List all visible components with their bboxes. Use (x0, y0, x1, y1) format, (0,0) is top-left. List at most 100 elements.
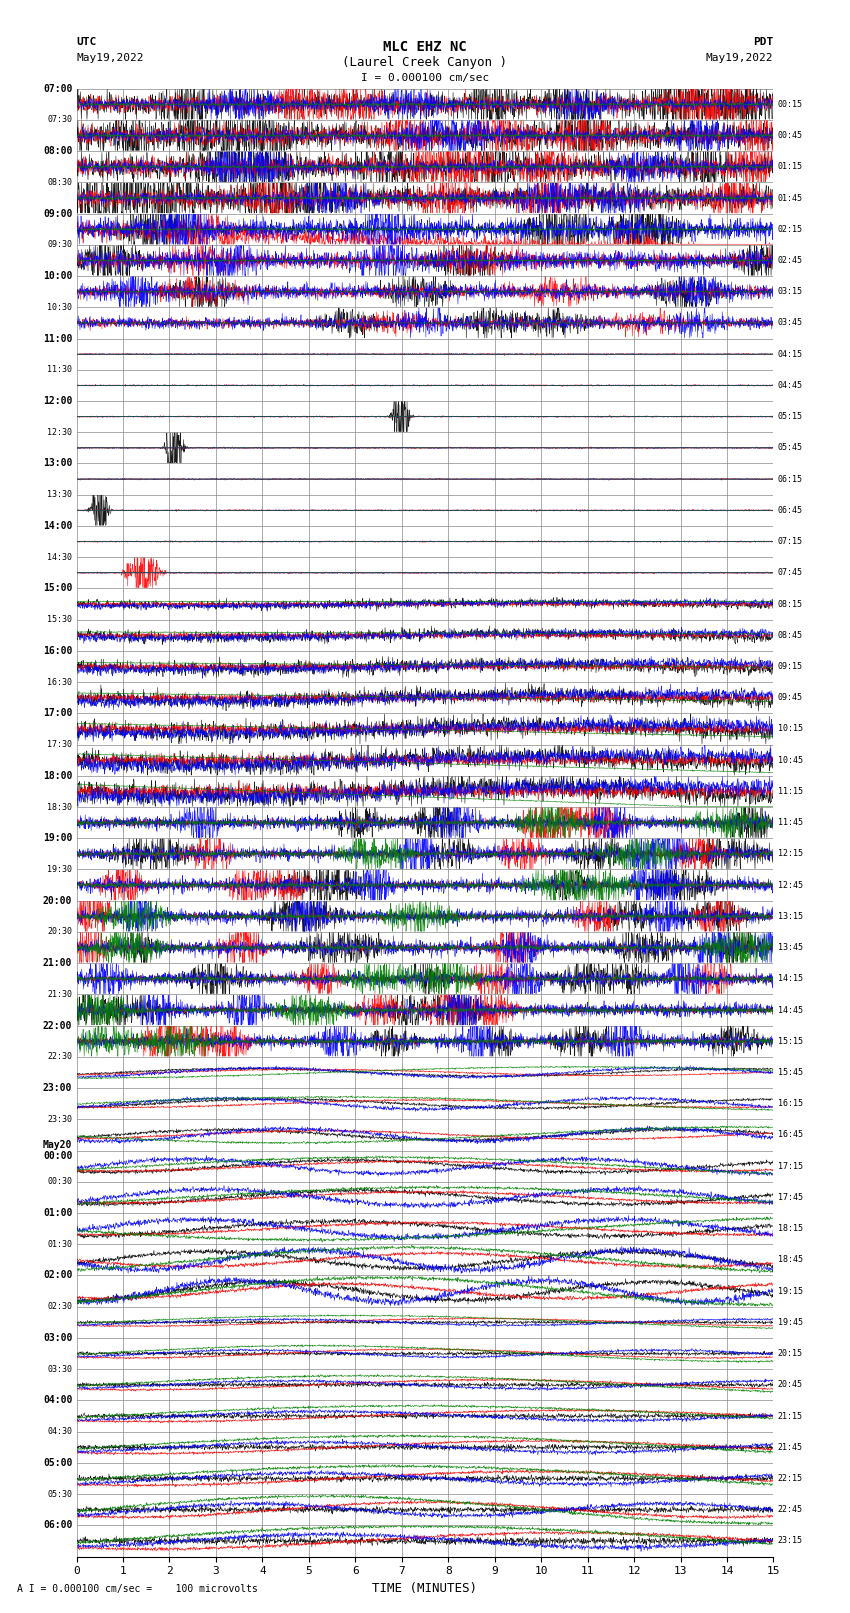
X-axis label: TIME (MINUTES): TIME (MINUTES) (372, 1582, 478, 1595)
Text: 15:00: 15:00 (42, 584, 72, 594)
Text: 14:00: 14:00 (42, 521, 72, 531)
Text: 10:45: 10:45 (778, 755, 802, 765)
Text: May19,2022: May19,2022 (706, 53, 774, 63)
Text: 03:00: 03:00 (42, 1332, 72, 1344)
Text: 01:45: 01:45 (778, 194, 802, 203)
Text: 11:30: 11:30 (48, 365, 72, 374)
Text: 15:30: 15:30 (48, 615, 72, 624)
Text: 03:30: 03:30 (48, 1365, 72, 1374)
Text: 20:00: 20:00 (42, 895, 72, 907)
Text: 08:00: 08:00 (42, 147, 72, 156)
Text: 11:45: 11:45 (778, 818, 802, 827)
Text: 10:00: 10:00 (42, 271, 72, 281)
Text: 04:45: 04:45 (778, 381, 802, 390)
Text: 21:00: 21:00 (42, 958, 72, 968)
Text: 13:30: 13:30 (48, 490, 72, 498)
Text: 18:15: 18:15 (778, 1224, 802, 1232)
Text: 11:15: 11:15 (778, 787, 802, 795)
Text: 03:15: 03:15 (778, 287, 802, 297)
Text: 17:15: 17:15 (778, 1161, 802, 1171)
Text: 19:30: 19:30 (48, 865, 72, 874)
Text: 07:15: 07:15 (778, 537, 802, 547)
Text: 06:15: 06:15 (778, 474, 802, 484)
Text: 00:45: 00:45 (778, 131, 802, 140)
Text: 21:30: 21:30 (48, 990, 72, 998)
Text: I = 0.000100 cm/sec: I = 0.000100 cm/sec (361, 73, 489, 82)
Text: 02:00: 02:00 (42, 1271, 72, 1281)
Text: 18:30: 18:30 (48, 803, 72, 811)
Text: 05:30: 05:30 (48, 1489, 72, 1498)
Text: 04:30: 04:30 (48, 1428, 72, 1436)
Text: 20:45: 20:45 (778, 1381, 802, 1389)
Text: 04:15: 04:15 (778, 350, 802, 358)
Text: 02:30: 02:30 (48, 1302, 72, 1311)
Text: 02:15: 02:15 (778, 224, 802, 234)
Text: 09:45: 09:45 (778, 694, 802, 702)
Text: 19:45: 19:45 (778, 1318, 802, 1327)
Text: MLC EHZ NC: MLC EHZ NC (383, 40, 467, 55)
Text: 01:00: 01:00 (42, 1208, 72, 1218)
Text: 08:30: 08:30 (48, 177, 72, 187)
Text: 09:00: 09:00 (42, 208, 72, 219)
Text: 10:15: 10:15 (778, 724, 802, 734)
Text: 17:30: 17:30 (48, 740, 72, 748)
Text: 16:45: 16:45 (778, 1131, 802, 1139)
Text: 12:15: 12:15 (778, 850, 802, 858)
Text: 03:45: 03:45 (778, 318, 802, 327)
Text: 15:45: 15:45 (778, 1068, 802, 1077)
Text: PDT: PDT (753, 37, 774, 47)
Text: 12:00: 12:00 (42, 397, 72, 406)
Text: 10:30: 10:30 (48, 303, 72, 311)
Text: 22:45: 22:45 (778, 1505, 802, 1515)
Text: May19,2022: May19,2022 (76, 53, 144, 63)
Text: 06:45: 06:45 (778, 506, 802, 515)
Text: 22:15: 22:15 (778, 1474, 802, 1482)
Text: 00:15: 00:15 (778, 100, 802, 108)
Text: 11:00: 11:00 (42, 334, 72, 344)
Text: 14:30: 14:30 (48, 553, 72, 561)
Text: 23:15: 23:15 (778, 1537, 802, 1545)
Text: 16:15: 16:15 (778, 1098, 802, 1108)
Text: 12:30: 12:30 (48, 427, 72, 437)
Text: 13:45: 13:45 (778, 944, 802, 952)
Text: 14:15: 14:15 (778, 974, 802, 984)
Text: 01:15: 01:15 (778, 163, 802, 171)
Text: 13:00: 13:00 (42, 458, 72, 468)
Text: 21:45: 21:45 (778, 1442, 802, 1452)
Text: 02:45: 02:45 (778, 256, 802, 265)
Text: 08:45: 08:45 (778, 631, 802, 640)
Text: 06:00: 06:00 (42, 1521, 72, 1531)
Text: 16:00: 16:00 (42, 645, 72, 656)
Text: 07:45: 07:45 (778, 568, 802, 577)
Text: (Laurel Creek Canyon ): (Laurel Creek Canyon ) (343, 56, 507, 69)
Text: 07:30: 07:30 (48, 116, 72, 124)
Text: UTC: UTC (76, 37, 97, 47)
Text: 19:15: 19:15 (778, 1287, 802, 1295)
Text: 12:45: 12:45 (778, 881, 802, 890)
Text: 18:45: 18:45 (778, 1255, 802, 1265)
Text: 20:15: 20:15 (778, 1348, 802, 1358)
Text: A I = 0.000100 cm/sec =    100 microvolts: A I = 0.000100 cm/sec = 100 microvolts (17, 1584, 258, 1594)
Text: 13:15: 13:15 (778, 911, 802, 921)
Text: 23:00: 23:00 (42, 1082, 72, 1094)
Text: 05:45: 05:45 (778, 444, 802, 452)
Text: May20
00:00: May20 00:00 (42, 1140, 72, 1161)
Text: 07:00: 07:00 (42, 84, 72, 94)
Text: 19:00: 19:00 (42, 834, 72, 844)
Text: 08:15: 08:15 (778, 600, 802, 608)
Text: 17:45: 17:45 (778, 1194, 802, 1202)
Text: 01:30: 01:30 (48, 1240, 72, 1248)
Text: 17:00: 17:00 (42, 708, 72, 718)
Text: 05:00: 05:00 (42, 1458, 72, 1468)
Text: 05:15: 05:15 (778, 413, 802, 421)
Text: 14:45: 14:45 (778, 1005, 802, 1015)
Text: 22:30: 22:30 (48, 1052, 72, 1061)
Text: 22:00: 22:00 (42, 1021, 72, 1031)
Text: 04:00: 04:00 (42, 1395, 72, 1405)
Text: 16:30: 16:30 (48, 677, 72, 687)
Text: 09:15: 09:15 (778, 661, 802, 671)
Text: 21:15: 21:15 (778, 1411, 802, 1421)
Text: 09:30: 09:30 (48, 240, 72, 250)
Text: 23:30: 23:30 (48, 1115, 72, 1124)
Text: 18:00: 18:00 (42, 771, 72, 781)
